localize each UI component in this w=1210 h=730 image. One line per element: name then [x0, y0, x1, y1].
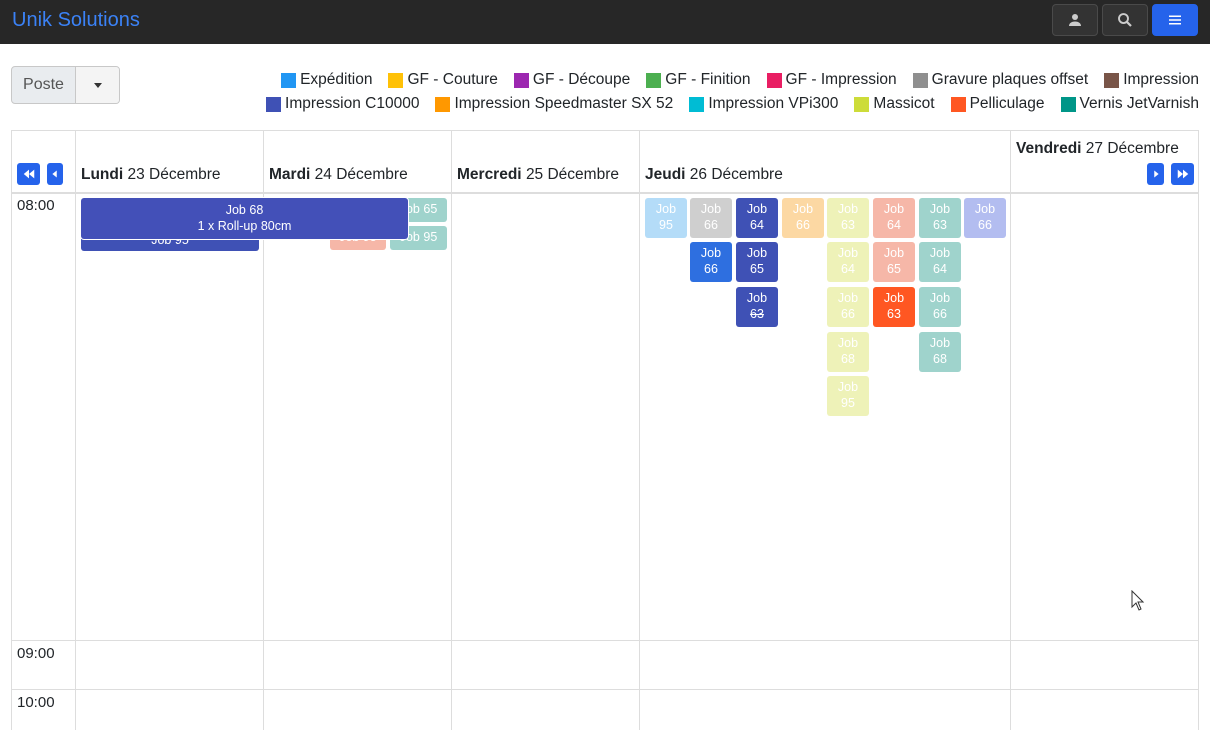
event-job[interactable]: Job 64: [736, 198, 778, 238]
legend-item: GF - Finition: [646, 68, 751, 92]
legend-swatch: [854, 96, 870, 112]
legend-swatch: [1060, 96, 1076, 112]
legend-label: Impression VPi300: [708, 95, 839, 112]
legend-item: Impression: [1104, 68, 1199, 92]
next-week-button[interactable]: [1171, 163, 1194, 185]
user-icon: [1069, 14, 1081, 26]
legend-item: Pelliculage: [950, 92, 1045, 116]
legend-swatch: [766, 72, 782, 88]
legend-item: Massicot: [854, 92, 935, 116]
day-header-monday: Lundi 23 Décembre: [81, 166, 221, 183]
legend-item: Gravure plaques offset: [912, 68, 1089, 92]
legend-swatch: [689, 96, 705, 112]
time-label: 09:00: [17, 645, 55, 662]
chevron-right-icon: [1153, 170, 1159, 178]
legend-item: Impression Speedmaster SX 52: [435, 92, 673, 116]
legend-label: GF - Finition: [665, 71, 751, 88]
user-button[interactable]: [1052, 4, 1098, 36]
legend-swatch: [388, 72, 404, 88]
legend-swatch: [266, 96, 282, 112]
legend-swatch: [435, 96, 451, 112]
legend-item: Expédition: [281, 68, 372, 92]
search-icon: [1118, 13, 1132, 27]
legend-item: GF - Découpe: [513, 68, 631, 92]
event-job[interactable]: Job 63: [873, 287, 915, 327]
legend-swatch: [912, 72, 928, 88]
legend-label: GF - Couture: [407, 71, 498, 88]
calendar-grid: Lundi 23 Décembre Mardi 24 Décembre Merc…: [11, 130, 1199, 730]
event-job[interactable]: Job 63: [827, 198, 869, 238]
event-job[interactable]: Job 66: [690, 198, 732, 238]
legend-swatch: [1104, 72, 1120, 88]
chevron-left-icon: [52, 170, 57, 178]
next-day-button[interactable]: [1147, 163, 1164, 185]
event-job[interactable]: Job 64: [827, 242, 869, 282]
legend-label: Massicot: [873, 95, 935, 112]
event-job[interactable]: Job 64: [873, 198, 915, 238]
legend-item: GF - Impression: [766, 68, 897, 92]
legend-label: Impression Speedmaster SX 52: [454, 95, 674, 112]
fast-forward-icon: [1177, 169, 1188, 179]
legend-label: GF - Découpe: [532, 71, 631, 88]
menu-button[interactable]: [1152, 4, 1198, 36]
poste-dropdown[interactable]: Poste: [11, 66, 120, 104]
legend-swatch: [513, 72, 529, 88]
event-job[interactable]: Job 66: [919, 287, 961, 327]
day-header-wednesday: Mercredi 25 Décembre: [457, 166, 619, 183]
event-job[interactable]: Job 68: [827, 332, 869, 372]
navbar: Unik Solutions: [0, 0, 1210, 44]
legend-label: Gravure plaques offset: [931, 71, 1089, 88]
event-job[interactable]: Job 66: [827, 287, 869, 327]
caret-down-icon[interactable]: [76, 67, 119, 103]
event-job[interactable]: Job 64: [919, 242, 961, 282]
legend: Expédition GF - Couture GF - Découpe GF - F…: [239, 68, 1199, 116]
legend-label: GF - Impression: [785, 71, 897, 88]
event-job[interactable]: Job 65: [736, 242, 778, 282]
search-button[interactable]: [1102, 4, 1148, 36]
day-header-thursday: Jeudi 26 Décembre: [645, 166, 783, 183]
legend-item: GF - Couture: [388, 68, 498, 92]
day-header-friday: Vendredi 27 Décembre: [1016, 140, 1179, 157]
event-job[interactable]: Job 66: [690, 242, 732, 282]
brand-title[interactable]: Unik Solutions: [12, 9, 140, 31]
event-job[interactable]: Job 66: [964, 198, 1006, 238]
legend-swatch: [646, 72, 662, 88]
day-header-tuesday: Mardi 24 Décembre: [269, 166, 408, 183]
event-job[interactable]: Job 65: [873, 242, 915, 282]
time-label: 10:00: [17, 694, 55, 711]
prev-day-button[interactable]: [47, 163, 63, 185]
legend-label: Vernis JetVarnish: [1079, 95, 1199, 112]
mouse-cursor-icon: [1131, 590, 1145, 611]
time-label: 08:00: [17, 197, 55, 214]
poste-label[interactable]: Poste: [12, 67, 76, 103]
fast-backward-icon: [23, 169, 34, 179]
prev-week-button[interactable]: [17, 163, 40, 185]
event-job[interactable]: Job 66: [782, 198, 824, 238]
hamburger-icon: [1169, 15, 1181, 25]
legend-swatch: [281, 72, 297, 88]
legend-item: Vernis JetVarnish: [1060, 92, 1199, 116]
legend-item: Impression C10000: [266, 92, 419, 116]
legend-item: Impression VPi300: [689, 92, 838, 116]
legend-label: Expédition: [300, 71, 373, 88]
event-job-68[interactable]: Job 68 1 x Roll-up 80cm: [81, 198, 408, 239]
legend-label: Pelliculage: [969, 95, 1045, 112]
event-job[interactable]: Job 63: [736, 287, 778, 327]
legend-swatch: [950, 96, 966, 112]
event-job[interactable]: Job 95: [645, 198, 687, 238]
event-job[interactable]: Job 68: [919, 332, 961, 372]
legend-label: Impression C10000: [285, 95, 420, 112]
event-job[interactable]: Job 95: [827, 376, 869, 416]
event-job[interactable]: Job 63: [919, 198, 961, 238]
legend-label: Impression: [1123, 71, 1199, 88]
